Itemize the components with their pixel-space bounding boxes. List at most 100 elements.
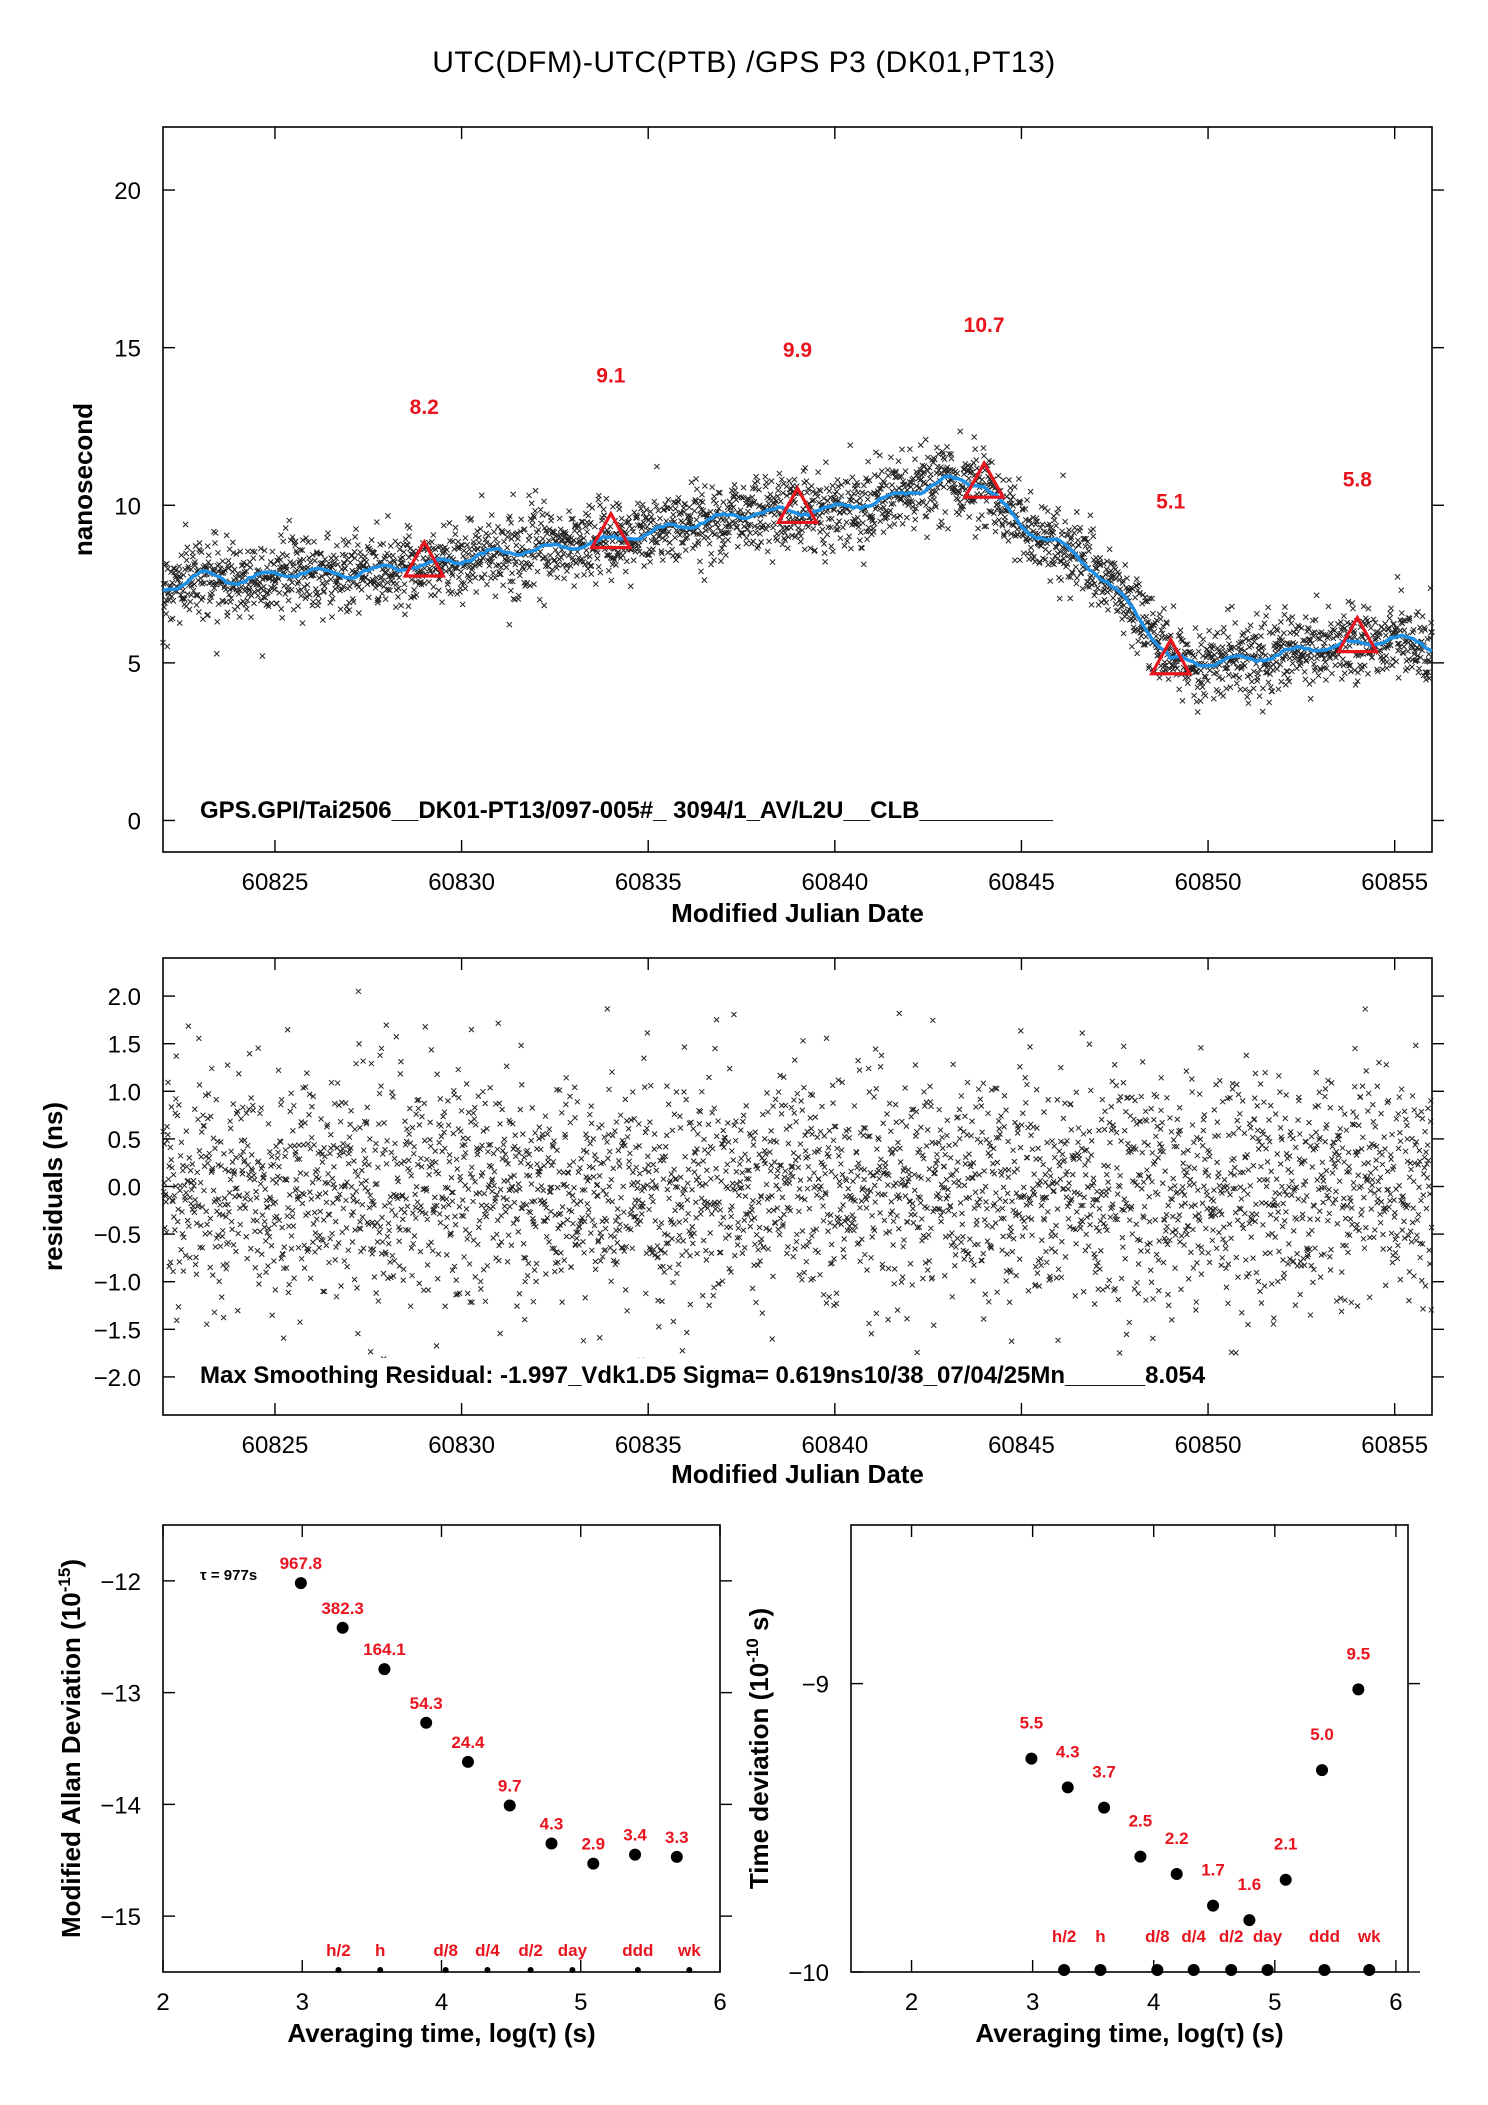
x-tick-label: 60845	[988, 869, 1055, 896]
data-point	[196, 540, 203, 546]
residual-point	[843, 1177, 850, 1184]
data-point	[803, 478, 810, 485]
data-point	[482, 536, 489, 543]
data-point	[783, 525, 790, 531]
data-point	[1301, 668, 1308, 675]
x-tick-label: 60825	[242, 1432, 309, 1459]
data-point	[1194, 684, 1201, 691]
residual-point	[271, 1258, 277, 1264]
residual-point	[466, 1230, 473, 1237]
residual-point	[590, 1173, 597, 1180]
data-point	[439, 599, 446, 606]
residual-point	[685, 1210, 692, 1217]
residual-point	[178, 1139, 185, 1146]
data-point	[630, 528, 637, 535]
residual-point	[799, 1276, 805, 1283]
residual-point	[914, 1349, 920, 1356]
data-point	[205, 611, 211, 618]
residual-point	[590, 1135, 597, 1142]
data-point	[329, 564, 336, 571]
data-point	[770, 494, 777, 501]
data-point	[973, 457, 980, 464]
residual-point	[385, 1220, 392, 1227]
data-point	[820, 495, 827, 502]
residual-point	[517, 1159, 524, 1166]
data-point	[875, 473, 882, 480]
data-point	[828, 524, 834, 531]
residual-point	[863, 1205, 870, 1211]
data-point	[227, 598, 234, 605]
residual-point	[309, 1103, 315, 1110]
residual-point	[809, 1131, 816, 1137]
data-point	[178, 552, 185, 559]
data-point	[822, 459, 829, 466]
residual-point	[731, 1122, 738, 1129]
data-point	[501, 538, 508, 545]
residual-point	[495, 1020, 502, 1027]
residual-point	[906, 1171, 913, 1178]
data-point	[1400, 650, 1407, 656]
data-point	[1393, 658, 1400, 665]
residual-point	[285, 1204, 291, 1211]
data-point	[1060, 472, 1067, 479]
residual-point	[683, 1248, 690, 1254]
residual-point	[248, 1152, 255, 1158]
residual-point	[698, 1195, 705, 1202]
data-point	[205, 552, 212, 559]
residual-point	[691, 1169, 698, 1175]
data-point	[1054, 510, 1060, 517]
data-point	[831, 506, 838, 513]
data-point	[848, 497, 855, 504]
residual-point	[305, 1140, 311, 1147]
residual-point	[187, 1194, 193, 1201]
residual-point	[724, 1185, 731, 1192]
residual-point	[649, 1178, 656, 1184]
residual-point	[225, 1201, 231, 1208]
residual-point	[689, 1223, 696, 1230]
residual-point	[634, 1179, 641, 1186]
residual-point	[642, 1129, 649, 1136]
data-point	[1219, 644, 1226, 651]
residual-point	[899, 1274, 906, 1280]
residual-point	[252, 1264, 259, 1271]
residual-point	[237, 1221, 244, 1228]
data-point	[1302, 614, 1309, 621]
residual-point	[427, 1136, 433, 1143]
residual-point	[683, 1329, 690, 1336]
data-point	[1045, 561, 1052, 568]
data-point	[1133, 576, 1140, 583]
offset-panel: 60825 60830 60835 60840 60845 60850 6085505101…	[68, 126, 1444, 928]
data-point	[1176, 686, 1183, 693]
data-point	[688, 479, 695, 486]
residual-point	[196, 1082, 203, 1088]
data-point	[836, 518, 843, 525]
data-point	[487, 554, 493, 561]
data-point	[215, 549, 221, 556]
residual-point	[587, 1140, 594, 1147]
data-point	[1184, 680, 1191, 687]
residual-point	[175, 1304, 182, 1310]
residual-point	[795, 1164, 802, 1171]
residual-point	[207, 1264, 214, 1271]
data-point	[1332, 662, 1339, 669]
residual-point	[383, 1160, 390, 1167]
data-point	[718, 545, 725, 552]
residual-point	[356, 1041, 362, 1047]
residual-point	[793, 1118, 799, 1125]
data-point	[299, 547, 306, 554]
data-point	[702, 527, 709, 534]
residual-point	[569, 1233, 575, 1240]
data-point	[1060, 555, 1067, 562]
data-point	[921, 480, 928, 487]
data-point	[1265, 679, 1272, 686]
data-point	[936, 524, 943, 531]
residual-point	[814, 1192, 820, 1198]
residual-point	[648, 1193, 655, 1200]
residual-point	[196, 1148, 203, 1154]
residual-point	[204, 1115, 211, 1122]
data-point	[526, 564, 533, 571]
residual-point	[273, 1143, 279, 1150]
data-point	[325, 530, 331, 537]
data-point	[259, 653, 266, 660]
residual-point	[670, 1279, 676, 1286]
